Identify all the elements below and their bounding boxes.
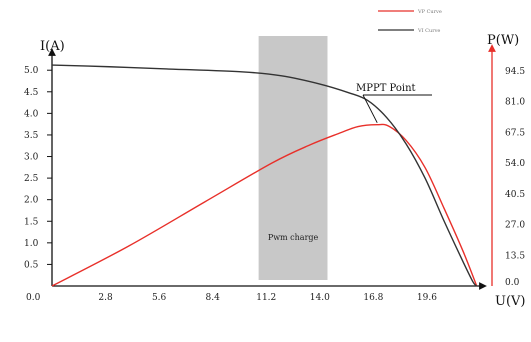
x-ticks: 0.0 2.8 5.6 8.4 11.2 14.0 16.8 19.6 <box>26 293 437 303</box>
y-right-tick-label: 0.0 <box>505 278 520 288</box>
x-tick-label: 14.0 <box>310 293 330 303</box>
y-left-tick-label: 3.5 <box>24 131 39 141</box>
y-right-tick-label: 54.0 <box>505 159 525 169</box>
legend-vp-label: VP Curve <box>417 9 442 15</box>
y-right-tick-label: 94.5 <box>505 67 525 77</box>
x-tick-label: 2.8 <box>98 293 113 303</box>
pwm-charge-label: Pwm charge <box>268 233 319 242</box>
x-tick-label: 16.8 <box>363 293 383 303</box>
y-left-tick-label: 2.5 <box>24 174 39 184</box>
y-left-tick-label: 1.0 <box>24 239 39 249</box>
x-tick-label: 5.6 <box>152 293 167 303</box>
y-left-tick-label: 0.5 <box>24 260 39 270</box>
series-layer <box>51 64 478 287</box>
vp-curve <box>51 123 478 287</box>
x-tick-label: 8.4 <box>206 293 221 303</box>
x-axis-title: U(V) <box>495 294 526 309</box>
y-left-ticks: 0.5 1.0 1.5 2.0 2.5 3.0 3.5 4.0 4.5 5.0 <box>24 66 52 270</box>
pwm-charge-region <box>258 36 328 280</box>
x-tick-label: 19.6 <box>417 293 437 303</box>
y-left-tick-label: 1.5 <box>24 217 39 227</box>
mppt-point-label: MPPT Point <box>356 83 416 94</box>
y-right-ticks: 0.0 13.5 27.0 40.5 54.0 67.5 81.0 94.5 <box>505 67 525 288</box>
legend-vi-label: VI Curve <box>417 28 440 34</box>
x-tick-label: 0.0 <box>26 293 41 303</box>
y-left-tick-label: 4.0 <box>24 109 39 119</box>
y-right-tick-label: 67.5 <box>505 128 525 138</box>
y-right-tick-label: 13.5 <box>505 251 525 261</box>
vi-curve <box>51 64 478 287</box>
y-right-tick-label: 81.0 <box>505 98 525 108</box>
y-right-tick-label: 27.0 <box>505 221 525 231</box>
mppt-leader-line <box>362 94 378 123</box>
x-tick-label: 11.2 <box>256 293 276 303</box>
y-left-axis-title: I(A) <box>40 39 65 54</box>
y-left-tick-label: 5.0 <box>24 66 39 76</box>
y-right-tick-label: 40.5 <box>505 190 525 200</box>
y-left-tick-label: 2.0 <box>24 196 39 206</box>
y-right-axis-title: P(W) <box>487 33 519 48</box>
y-left-tick-label: 3.0 <box>24 153 39 163</box>
y-left-tick-label: 4.5 <box>24 88 39 98</box>
